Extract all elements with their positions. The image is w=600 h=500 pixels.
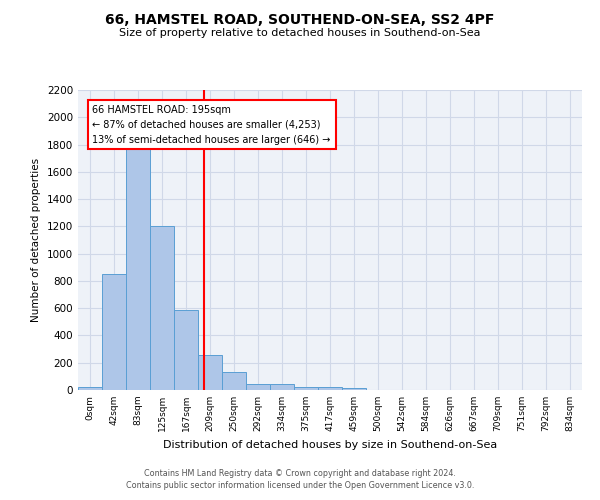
Text: Contains HM Land Registry data © Crown copyright and database right 2024.
Contai: Contains HM Land Registry data © Crown c… xyxy=(126,468,474,490)
Text: 66 HAMSTEL ROAD: 195sqm
← 87% of detached houses are smaller (4,253)
13% of semi: 66 HAMSTEL ROAD: 195sqm ← 87% of detache… xyxy=(92,105,331,144)
Y-axis label: Number of detached properties: Number of detached properties xyxy=(31,158,41,322)
Bar xyxy=(78,386,102,390)
Bar xyxy=(174,310,198,390)
Bar xyxy=(318,388,342,390)
Text: Size of property relative to detached houses in Southend-on-Sea: Size of property relative to detached ho… xyxy=(119,28,481,38)
Bar xyxy=(222,372,246,390)
Bar xyxy=(102,274,126,390)
Bar xyxy=(150,226,174,390)
Bar xyxy=(270,384,294,390)
Bar xyxy=(294,386,318,390)
Bar xyxy=(342,388,366,390)
Bar xyxy=(126,144,150,390)
Bar xyxy=(246,384,270,390)
Text: 66, HAMSTEL ROAD, SOUTHEND-ON-SEA, SS2 4PF: 66, HAMSTEL ROAD, SOUTHEND-ON-SEA, SS2 4… xyxy=(106,12,494,26)
Bar xyxy=(198,355,222,390)
X-axis label: Distribution of detached houses by size in Southend-on-Sea: Distribution of detached houses by size … xyxy=(163,440,497,450)
